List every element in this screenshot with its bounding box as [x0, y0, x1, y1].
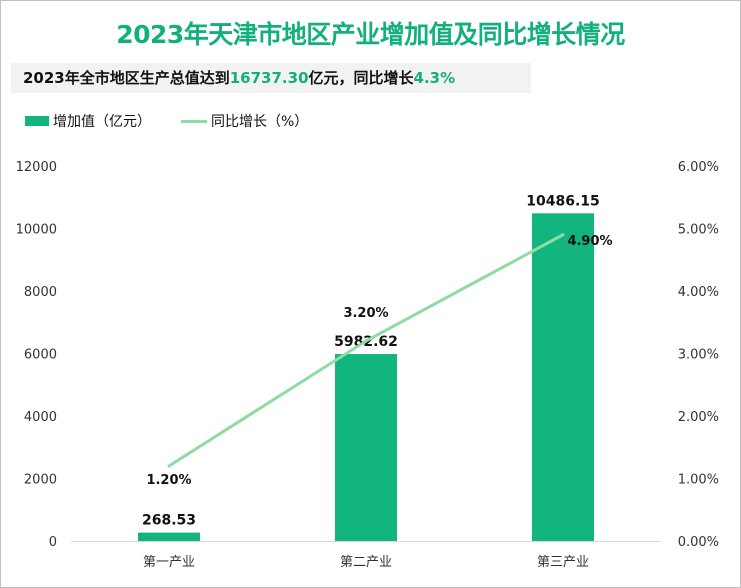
category-label: 第二产业 — [340, 555, 392, 570]
left-axis-tick: 10000 — [16, 223, 57, 238]
right-axis-tick: 1.00% — [678, 473, 719, 488]
left-axis-tick: 4000 — [24, 410, 57, 425]
legend: 增加值（亿元） 同比增长（%） — [25, 111, 308, 131]
legend-bar-swatch — [25, 116, 49, 126]
growth-point-3 — [561, 233, 565, 237]
bar-2 — [335, 354, 397, 541]
right-axis-tick: 6.00% — [678, 160, 719, 175]
growth-value-label: 4.90% — [567, 234, 612, 249]
category-label: 第三产业 — [537, 555, 589, 570]
category-label: 第一产业 — [143, 555, 195, 570]
right-axis-tick: 3.00% — [678, 348, 719, 363]
bar-value-label: 10486.15 — [526, 193, 600, 209]
subtitle-gdp: 16737.30 — [229, 69, 309, 87]
subtitle-mid: 亿元，同比增长 — [308, 69, 414, 87]
bar-3 — [532, 213, 594, 542]
bar-1 — [138, 532, 200, 541]
subtitle-prefix: 2023年全市地区生产总值达到 — [23, 69, 230, 87]
growth-point-1 — [167, 464, 171, 468]
right-axis-tick: 4.00% — [678, 285, 719, 300]
left-axis-tick: 12000 — [16, 160, 57, 175]
left-axis-tick: 8000 — [24, 285, 57, 300]
chart-title: 2023年天津市地区产业增加值及同比增长情况 — [116, 20, 625, 49]
legend-line-swatch — [181, 119, 207, 123]
right-axis-tick: 2.00% — [678, 410, 719, 425]
chart-subtitle: 2023年全市地区生产总值达到16737.30亿元，同比增长4.3% — [11, 63, 531, 93]
right-axis-tick: 0.00% — [678, 535, 719, 550]
left-axis-tick: 6000 — [24, 348, 57, 363]
legend-line-label: 同比增长（%） — [211, 114, 309, 130]
legend-bar-label: 增加值（亿元） — [53, 114, 151, 130]
growth-value-label: 3.20% — [343, 306, 388, 321]
left-axis-tick: 2000 — [24, 473, 57, 488]
right-axis-tick: 5.00% — [678, 223, 719, 238]
growth-point-2 — [364, 339, 368, 343]
growth-value-label: 1.20% — [146, 473, 191, 488]
subtitle-growth: 4.3% — [413, 69, 456, 87]
bar-value-label: 268.53 — [142, 513, 196, 529]
left-axis-tick: 0 — [49, 535, 57, 550]
